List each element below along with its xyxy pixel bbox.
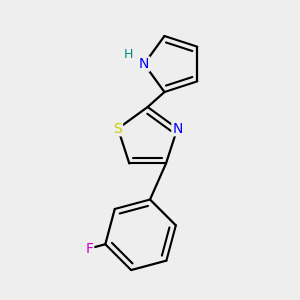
Text: N: N — [139, 57, 149, 71]
Text: H: H — [124, 48, 134, 61]
Text: N: N — [172, 122, 182, 136]
Text: F: F — [85, 242, 93, 256]
Text: S: S — [114, 122, 122, 136]
